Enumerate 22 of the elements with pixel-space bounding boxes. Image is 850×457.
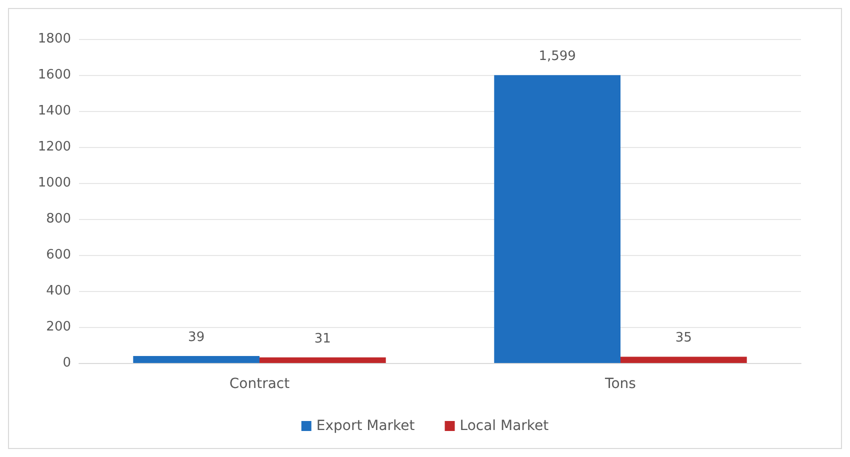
data-label: 35 <box>675 330 692 346</box>
y-tick-label: 1400 <box>38 104 71 118</box>
data-label: 39 <box>188 330 205 345</box>
data-label: 31 <box>314 331 331 346</box>
y-tick-label: 1600 <box>38 68 71 82</box>
x-tick-label: Tons <box>604 376 636 392</box>
legend-label: Export Market <box>316 418 416 434</box>
bar <box>620 356 747 363</box>
y-tick-label: 1000 <box>38 176 71 190</box>
y-tick-label: 400 <box>46 284 71 298</box>
y-tick-label: 800 <box>46 212 71 226</box>
y-tick-label: 200 <box>46 320 71 334</box>
y-tick-label: 600 <box>46 248 71 262</box>
bar <box>494 75 620 363</box>
y-tick-label: 1800 <box>38 32 71 46</box>
data-label: 1,599 <box>538 49 576 64</box>
x-tick-label: Contract <box>229 376 290 392</box>
bar <box>133 356 260 363</box>
legend-label: Local Market <box>460 418 550 434</box>
y-tick-label: 0 <box>62 356 71 370</box>
bar <box>260 357 386 363</box>
y-tick-label: 1200 <box>38 140 71 154</box>
